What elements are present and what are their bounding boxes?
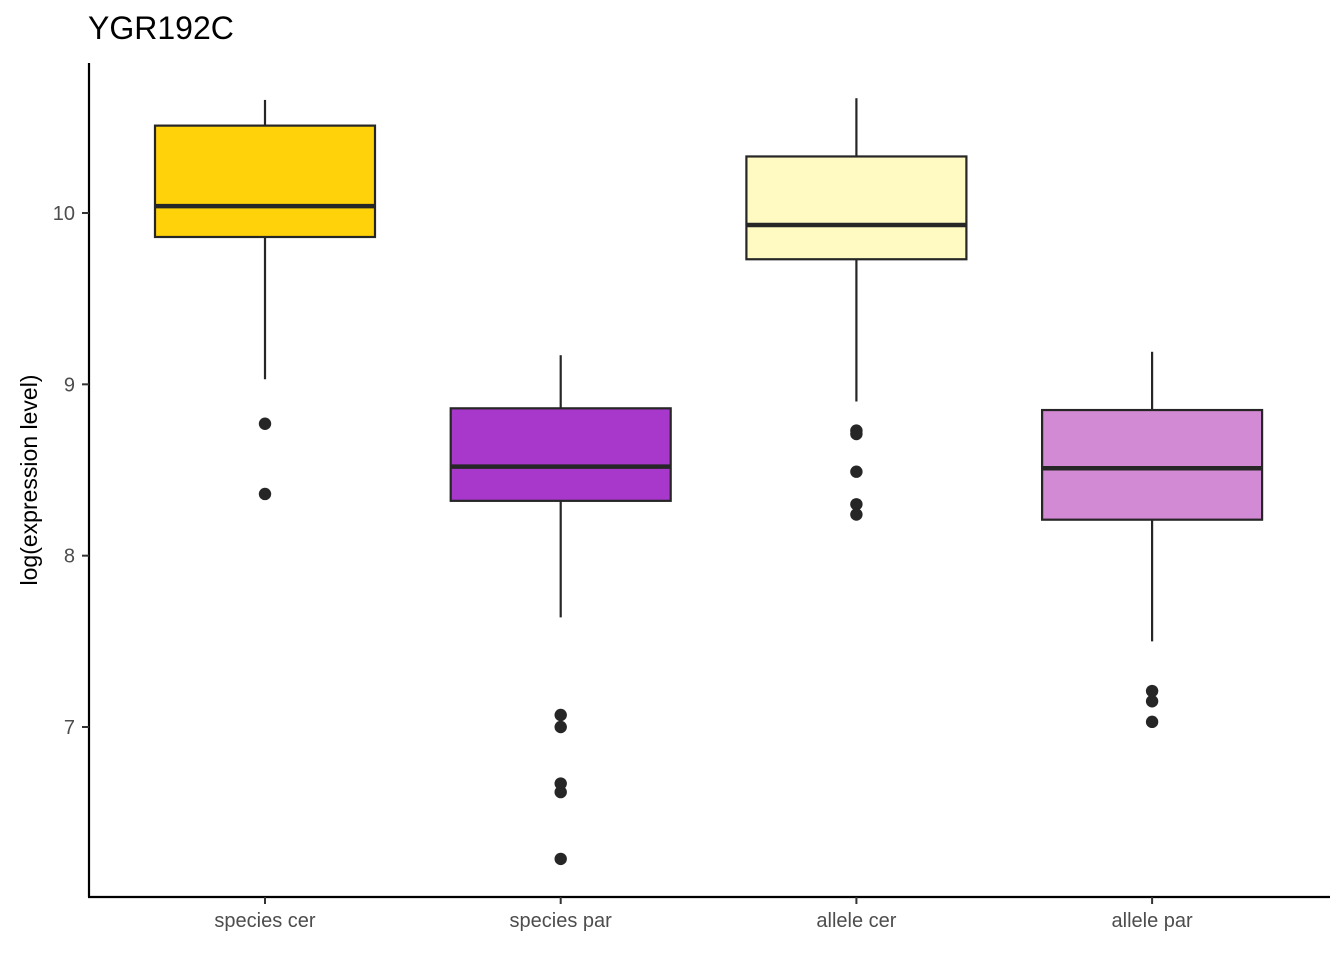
outlier-point (554, 708, 567, 722)
y-tick-label: 7 (64, 717, 75, 739)
x-tick-label: allele cer (816, 910, 896, 932)
box (449, 407, 672, 502)
box (1040, 408, 1264, 521)
x-tick-label: allele par (1112, 910, 1194, 932)
y-tick-label: 9 (64, 374, 75, 396)
outlier-point (850, 427, 863, 441)
outlier-point (850, 498, 863, 511)
outlier-point (850, 508, 863, 521)
outlier-point (554, 777, 567, 790)
outlier-point (554, 852, 567, 866)
outlier-point (554, 785, 567, 799)
x-axis: species cer species par allele cer allele p… (88, 895, 1330, 932)
x-tick-label: species cer (214, 910, 315, 932)
y-tick-label: 10 (53, 203, 75, 225)
box-group (745, 98, 968, 521)
outlier-point (1145, 684, 1159, 698)
outlier-point (258, 417, 272, 430)
box-group (449, 355, 672, 866)
outlier-point (554, 720, 567, 734)
y-axis-label: log(expression level) (16, 375, 42, 586)
box-group (153, 99, 377, 501)
y-axis: 7 8 9 10 (53, 63, 91, 897)
outlier-point (258, 487, 272, 501)
x-tick-label: species par (510, 910, 613, 932)
chart-title: YGR192C (88, 10, 234, 46)
outlier-point (1145, 695, 1159, 708)
box-group (1040, 351, 1264, 729)
box (745, 155, 968, 261)
box (153, 124, 377, 239)
outlier-point (1145, 715, 1159, 729)
outlier-point (850, 465, 863, 478)
y-tick-label: 8 (64, 546, 75, 568)
boxes-layer (153, 98, 1264, 866)
